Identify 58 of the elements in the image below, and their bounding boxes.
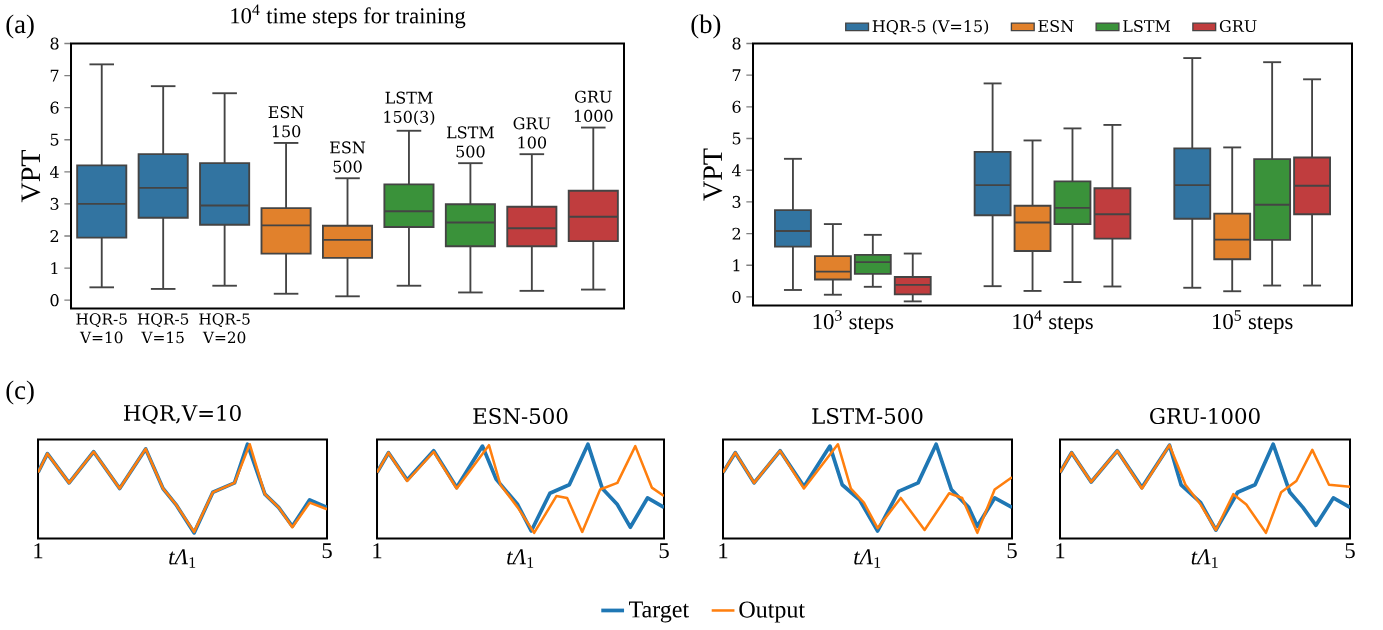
y-tick-label: 0 [50, 294, 59, 307]
y-tick-label: 4 [49, 166, 59, 179]
y-axis-title: VPT [21, 150, 41, 203]
y-tick-label: 8 [732, 37, 741, 50]
legend-label: ESN [1038, 20, 1074, 33]
x-tick-label: 5 [1345, 543, 1355, 559]
y-tick-label: 6 [732, 101, 741, 114]
annotation: LSTM 500 [446, 126, 494, 158]
y-tick-label: 3 [732, 196, 741, 209]
legend-label: Target [629, 601, 689, 623]
annotation: LSTM 150(3) [384, 91, 435, 126]
x-axis-title: tΛ$_{1}$ [169, 549, 196, 568]
y-tick-label: 0 [732, 291, 741, 304]
x-tick-label: HQR-5 V=10 [76, 313, 127, 344]
y-tick-label: 2 [50, 230, 59, 243]
text: (b) [691, 14, 721, 39]
x-tick-label: 1 [373, 543, 382, 559]
legend-label: GRU [1219, 20, 1257, 33]
x-axis-title: tΛ$_{1}$ [507, 549, 534, 568]
y-tick-label: 5 [50, 134, 59, 146]
chart-title: GRU-1000 [1150, 408, 1260, 425]
x-tick-label: 5 [659, 543, 669, 559]
chart-title: 10$^{4}$ time steps for training [231, 4, 466, 29]
x-tick-label: 10$^{4}$ steps [1013, 310, 1093, 335]
y-tick-label: 3 [50, 198, 59, 211]
x-tick-label: HQR-5 V=15 [137, 313, 189, 344]
x-tick-label: 1 [719, 543, 728, 559]
y-tick-label: 1 [51, 262, 58, 275]
y-tick-label: 7 [50, 70, 59, 82]
y-tick-label: 6 [50, 101, 59, 114]
y-tick-label: 4 [731, 164, 741, 177]
chart-title: LSTM-500 [812, 408, 923, 425]
y-tick-label: 5 [732, 132, 741, 145]
x-tick-label: 1 [34, 543, 43, 559]
annotation: ESN 150 [268, 106, 304, 138]
annotation: ESN 500 [330, 141, 366, 173]
legend-label: Output [739, 601, 805, 623]
legend-label: LSTM [1123, 20, 1171, 33]
y-axis-title: VPT [703, 148, 723, 201]
chart-title: ESN-500 [473, 408, 568, 425]
x-tick-label: 5 [322, 543, 332, 559]
y-tick-label: 7 [732, 69, 741, 82]
y-tick-label: 2 [732, 227, 741, 240]
x-axis-title: tΛ$_{1}$ [854, 549, 881, 568]
annotation: GRU 100 [513, 117, 551, 149]
x-tick-label: HQR-5 V=20 [199, 313, 250, 344]
chart-title: HQR,V=10 [124, 405, 241, 425]
x-tick-label: 10$^{5}$ steps [1213, 310, 1293, 335]
y-tick-label: 1 [733, 259, 740, 272]
x-tick-label: 10$^{3}$ steps [813, 310, 894, 335]
y-tick-label: 8 [50, 37, 59, 50]
x-axis-title: tΛ$_{1}$ [1191, 549, 1218, 568]
text: (a) [6, 14, 34, 39]
text: (c) [6, 380, 34, 405]
legend-label: HQR-5 (V=15) [872, 20, 989, 35]
annotation: GRU 1000 [574, 90, 613, 123]
x-tick-label: 1 [1056, 543, 1065, 559]
x-tick-label: 5 [1007, 543, 1017, 559]
